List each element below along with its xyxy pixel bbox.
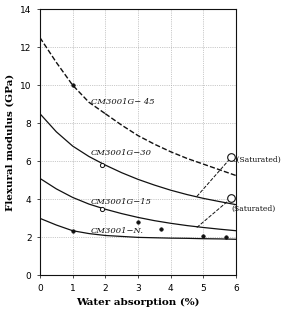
Text: CM3001G−30: CM3001G−30 <box>91 149 152 156</box>
X-axis label: Water absorption (%): Water absorption (%) <box>76 298 200 307</box>
Y-axis label: Flexural modulus (GPa): Flexural modulus (GPa) <box>5 74 15 211</box>
Text: o(Saturated): o(Saturated) <box>233 156 282 164</box>
Text: (Saturated): (Saturated) <box>232 205 276 213</box>
Text: CM3001G− 45: CM3001G− 45 <box>91 98 154 106</box>
Text: CM3001−N.: CM3001−N. <box>91 227 144 235</box>
Text: CM3001G−15: CM3001G−15 <box>91 198 152 206</box>
